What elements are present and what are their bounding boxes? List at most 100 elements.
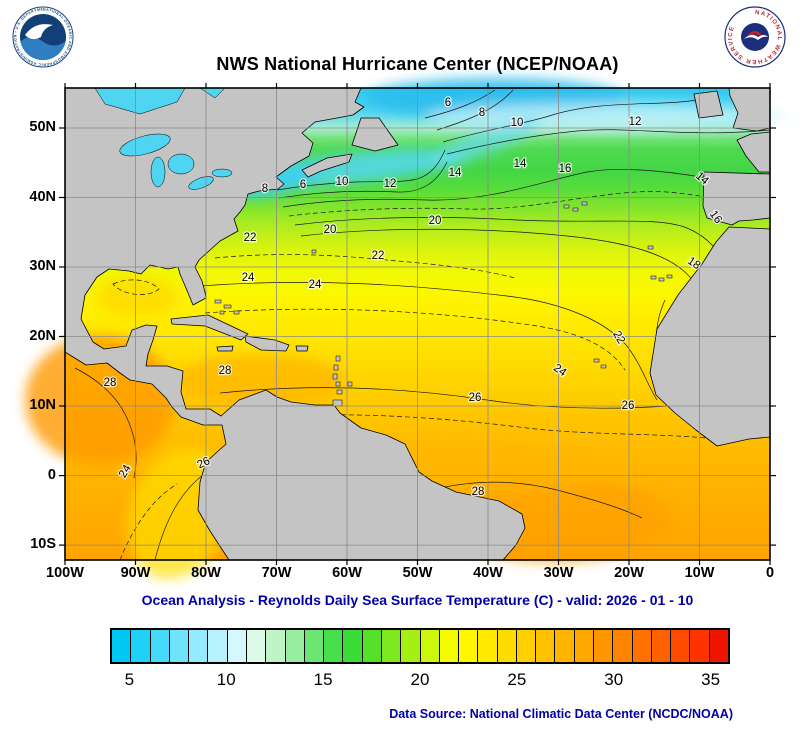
cuba [170,314,249,341]
colorbar-tick-label: 5 [124,670,135,689]
colorbar-segment [573,630,594,662]
colorbar-tick-label: 30 [604,670,624,689]
colorbar-segment [188,630,208,662]
latlon-grid [65,88,770,560]
contour-label: 10 [336,176,349,188]
colorbar-segment [207,630,227,662]
lake-erie [188,176,214,190]
contour-label: 12 [629,116,642,128]
colorbar-segment [631,630,651,662]
colorbar-segment [554,630,574,662]
jamaica [216,345,234,352]
colorbar-segment [130,630,150,662]
contour-label: 14 [449,167,462,179]
nws-emblem-icon: NATIONAL WEATHER SERVICE [724,6,786,68]
page-title: NWS National Hurricane Center (NCEP/NOAA… [216,54,619,74]
contour-label: 22 [372,250,385,262]
noaa-emblem-icon: NATIONAL OCEANIC AND ATMOSPHERIC ADMINIS… [10,3,74,68]
contour-label: 8 [262,183,268,195]
y-axis-tick-label: 10S [30,536,56,553]
x-axis-tick-label: 70W [261,565,292,581]
contour-label: 6 [445,97,451,109]
colorbar-tick-label: 15 [313,670,333,689]
colorbar-tick-label: 25 [507,670,527,689]
colorbar-segment [612,630,632,662]
lake-superior [119,133,171,157]
nws-logo: NATIONAL WEATHER SERVICE [724,6,786,68]
colorbar-segment [400,630,420,662]
contour-label: 28 [472,486,485,498]
contour-label: 10 [511,117,524,129]
sst-map: 6 8 10 12 8 6 10 12 14 14 16 14 16 20 20 22 22 18 24 24 22 24… [25,78,785,579]
colorbar-segment [515,630,536,662]
contour-label: 20 [324,224,337,236]
small-islands [214,201,673,407]
x-axis-tick-label: 30W [543,565,574,581]
contour-label: 22 [244,232,257,244]
contour-label: 20 [429,215,442,227]
contour-label: 8 [479,107,485,119]
hispaniola [244,335,290,352]
y-axis-tick-label: 30N [29,258,56,274]
y-axis-tick-label: 20N [29,327,56,344]
y-axis-tick-label: 0 [47,466,56,483]
contour-label: 24 [309,279,322,291]
x-axis-tick-label: 100W [46,565,84,581]
colorbar-segment [535,630,555,662]
colorbar-segment [303,630,324,662]
colorbar-segment [149,630,169,662]
x-axis-tick-label: 0 [765,565,775,581]
data-source: Data Source: National Climatic Data Cent… [389,707,733,721]
noaa-logo: NATIONAL OCEANIC AND ATMOSPHERIC ADMINIS… [10,3,74,68]
colorbar-segment [689,630,709,662]
colorbar-segment [477,630,497,662]
colorbar-segment [226,630,246,662]
ireland [693,90,724,119]
colorbar-segment [458,630,478,662]
x-axis-tick-label: 60W [332,565,362,581]
contour-label: 14 [514,158,527,170]
y-axis-tick-label: 40N [29,188,56,205]
colorbar-segment [112,630,131,662]
x-axis-tick-label: 20W [614,565,644,581]
colorbar-segment [168,630,189,662]
colorbar-segment [342,630,362,662]
contour-label: 28 [219,365,232,377]
lake-huron [167,153,195,175]
colorbar-segment [265,630,285,662]
lake-michigan [150,156,166,188]
colorbar-tick-label: 10 [216,670,236,689]
nova-scotia [301,153,353,178]
colorbar-segment [708,630,728,662]
colorbar-segment [419,630,439,662]
x-axis-tick-label: 80W [191,565,221,581]
colorbar-segment [361,630,381,662]
colorbar-segment [670,630,690,662]
colorbar-tick-label: 35 [701,670,721,689]
x-axis-tick-label: 40W [473,565,503,581]
colorbar-segment [593,630,613,662]
contour-label: 26 [622,400,635,412]
contour-label: 28 [104,377,117,389]
colorbar-segment [380,630,401,662]
colorbar-tick-label: 20 [410,670,430,689]
x-axis-tick-label: 10W [684,565,715,581]
colorbar [110,628,730,664]
y-axis-tick-label: 10N [29,397,56,413]
americas-landmass [64,87,526,561]
contour-label: 16 [559,163,572,175]
contour-label: 6 [300,179,306,191]
map-caption: Ocean Analysis - Reynolds Daily Sea Surf… [141,592,694,608]
x-axis-tick-label: 90W [120,565,151,581]
puerto-rico [295,345,309,352]
contour-label: 24 [242,272,255,284]
newfoundland [351,117,399,152]
contour-label: 26 [469,392,482,404]
colorbar-segment [245,630,266,662]
contour-label: 12 [384,178,397,190]
colorbar-segment [284,630,304,662]
colorbar-segment [650,630,671,662]
x-axis-tick-label: 50W [402,565,433,581]
